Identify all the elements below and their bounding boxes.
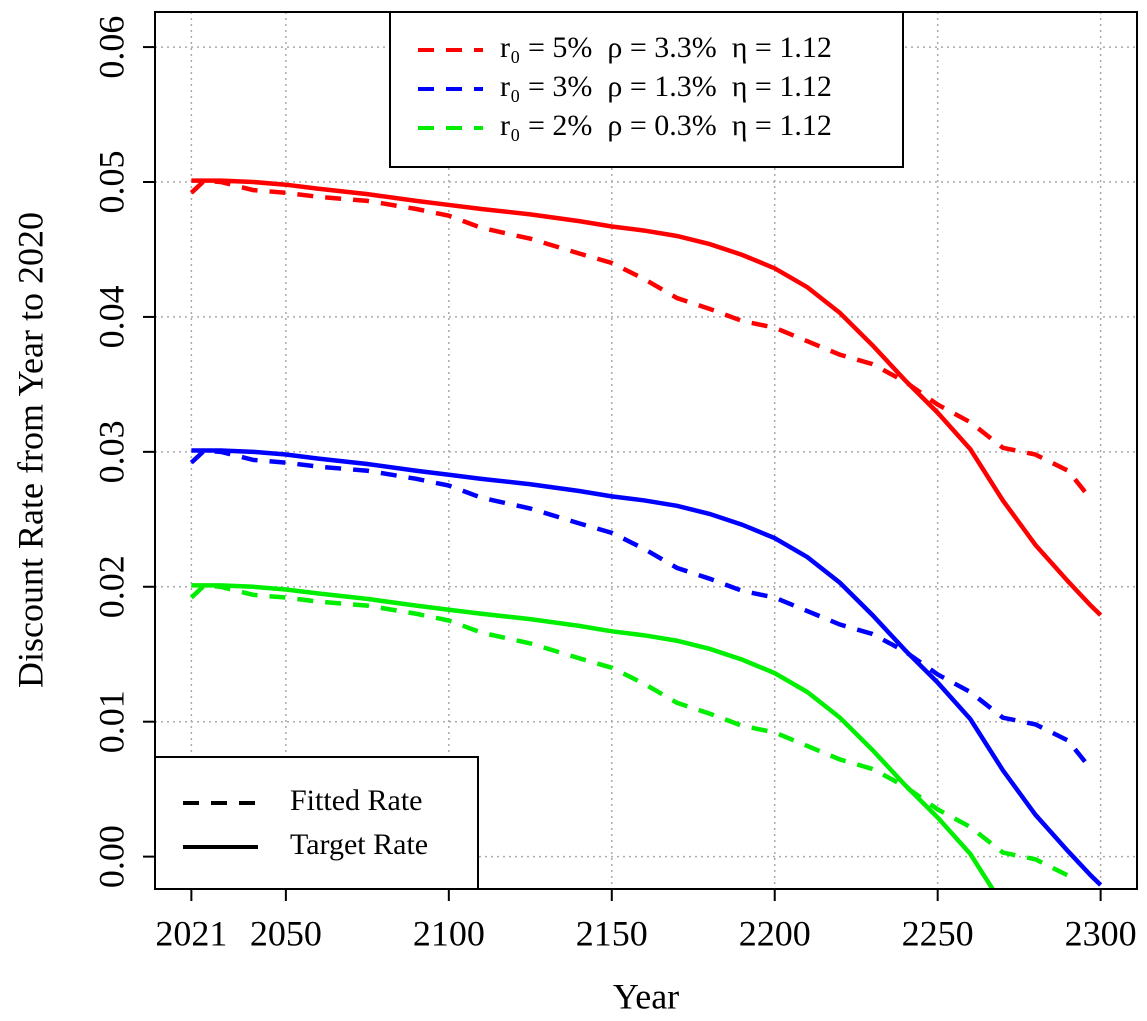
x-tick-label: 2100 — [413, 913, 485, 953]
x-tick-label: 2200 — [739, 913, 811, 953]
rate-line — [191, 448, 1103, 887]
rate-line — [191, 178, 1103, 617]
x-tick-label: 2250 — [902, 913, 974, 953]
legend-label: Target Rate — [290, 828, 428, 861]
y-tick-label: 0.04 — [91, 285, 131, 348]
plot-lines — [189, 178, 1103, 889]
legend-label: r₀ = 2% ρ = 0.3% η = 1.12 — [500, 109, 832, 142]
x-tick-label: 2021 — [155, 913, 227, 953]
y-tick-label: 0.03 — [91, 420, 131, 483]
y-axis-label: Discount Rate from Year to 2020 — [10, 212, 50, 688]
style-legend-box — [154, 756, 479, 890]
legend: r₀ = 5% ρ = 3.3% η = 1.12 r₀ = 3% ρ = 1.3… — [183, 31, 832, 861]
y-tick-label: 0.05 — [91, 151, 131, 214]
ticks: 2021 2050 2100 2150 2200 2250 2300 0.00 0.01 0.02… — [91, 16, 1136, 954]
x-tick-label: 2300 — [1065, 913, 1137, 953]
legend-label: Fitted Rate — [290, 784, 422, 817]
legend-label: r₀ = 3% ρ = 1.3% η = 1.12 — [500, 70, 832, 103]
x-tick-label: 2150 — [576, 913, 648, 953]
legend-label: r₀ = 5% ρ = 3.3% η = 1.12 — [500, 31, 832, 64]
y-tick-label: 0.06 — [91, 16, 131, 79]
y-tick-label: 0.01 — [91, 690, 131, 753]
rate-line — [189, 178, 1093, 501]
rate-line — [189, 448, 1093, 771]
y-tick-label: 0.00 — [91, 825, 131, 888]
x-tick-label: 2050 — [250, 913, 322, 953]
y-tick-label: 0.02 — [91, 555, 131, 618]
rate-line — [191, 583, 996, 889]
x-axis-label: Year — [613, 976, 679, 1016]
